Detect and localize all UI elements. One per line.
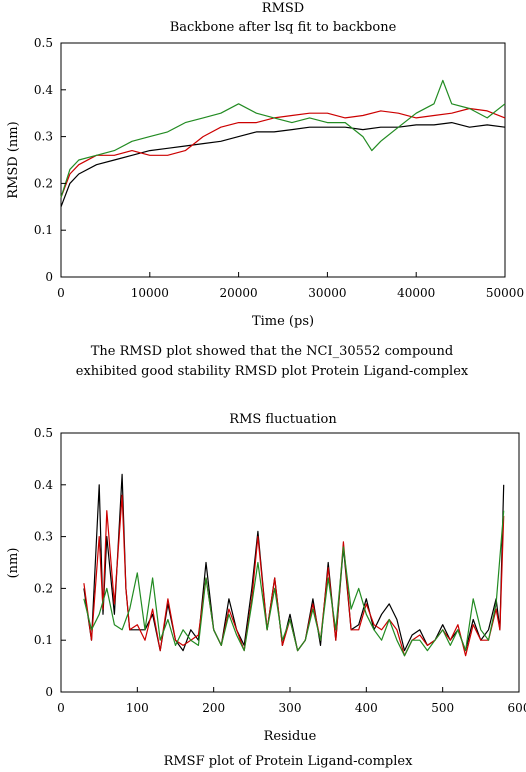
- rmsd-y-tick-label: 0.4: [34, 83, 53, 97]
- rmsf-x-tick-label: 0: [57, 701, 65, 715]
- rmsf-series-group: [83, 473, 505, 657]
- rmsf-series-line-1: [83, 473, 505, 652]
- rmsd-y-tick-label: 0.1: [34, 223, 53, 237]
- rmsd-y-ticks: 0 0.1 0.2 0.3 0.4 0.5: [34, 36, 66, 284]
- rmsd-plot-frame: [60, 42, 506, 278]
- rmsd-x-tick-label: 0: [57, 286, 65, 300]
- rmsd-x-axis-label: Time (ps): [252, 314, 314, 329]
- rmsf-y-ticks: 0 0.1 0.2 0.3 0.4 0.5: [34, 426, 66, 699]
- rmsd-caption-line-2: exhibited good stability RMSD plot Prote…: [76, 364, 469, 379]
- rmsd-x-tick-label: 20000: [220, 286, 258, 300]
- rmsf-x-tick-label: 600: [508, 701, 526, 715]
- rmsd-series-group: [60, 79, 506, 208]
- rmsd-x-tick-label: 50000: [486, 286, 524, 300]
- rmsd-series-line-3: [60, 79, 506, 198]
- rmsf-y-tick-label: 0: [45, 685, 53, 699]
- rmsf-chart: RMS fluctuation 0 0.1 0.2 0.3 0.4 0.5 0 100 200…: [6, 412, 526, 769]
- rmsd-x-tick-label: 30000: [308, 286, 346, 300]
- rmsd-x-tick-label: 10000: [131, 286, 169, 300]
- rmsf-y-tick-label: 0.2: [34, 581, 53, 595]
- rmsd-subtitle: Backbone after lsq fit to backbone: [170, 20, 397, 35]
- rmsf-x-tick-label: 200: [202, 701, 225, 715]
- rmsf-x-tick-label: 100: [126, 701, 149, 715]
- rmsd-y-tick-label: 0.2: [34, 176, 53, 190]
- rmsf-x-tick-label: 500: [431, 701, 454, 715]
- rmsd-caption-line-1: The RMSD plot showed that the NCI_30552 …: [91, 344, 453, 359]
- rmsd-x-ticks: 0 10000 20000 30000 40000 50000: [57, 272, 524, 300]
- rmsf-y-tick-label: 0.3: [34, 530, 53, 544]
- rmsd-y-axis-label: RMSD (nm): [6, 121, 21, 198]
- rmsf-title: RMS fluctuation: [229, 412, 337, 427]
- rmsf-series-line-3: [83, 510, 505, 657]
- rmsd-y-tick-label: 0: [45, 270, 53, 284]
- rmsf-x-tick-label: 400: [355, 701, 378, 715]
- rmsd-y-tick-label: 0.3: [34, 130, 53, 144]
- rmsf-plot-frame: [60, 432, 520, 693]
- rmsd-x-tick-label: 40000: [397, 286, 435, 300]
- rmsf-y-tick-label: 0.5: [34, 426, 53, 440]
- rmsd-series-line-1: [60, 121, 506, 208]
- rmsf-caption: RMSF plot of Protein Ligand-complex: [164, 754, 414, 769]
- rmsd-series-line-2: [60, 107, 506, 198]
- rmsf-x-ticks: 0 100 200 300 400 500 600: [57, 687, 526, 715]
- rmsf-x-tick-label: 300: [279, 701, 302, 715]
- rmsf-y-tick-label: 0.4: [34, 478, 53, 492]
- rmsf-y-axis-label: (nm): [6, 548, 21, 579]
- rmsf-y-tick-label: 0.1: [34, 633, 53, 647]
- rmsf-x-axis-label: Residue: [264, 729, 317, 744]
- rmsd-y-tick-label: 0.5: [34, 36, 53, 50]
- rmsd-chart: RMSD Backbone after lsq fit to backbone …: [6, 1, 524, 379]
- rmsd-title: RMSD: [262, 1, 304, 16]
